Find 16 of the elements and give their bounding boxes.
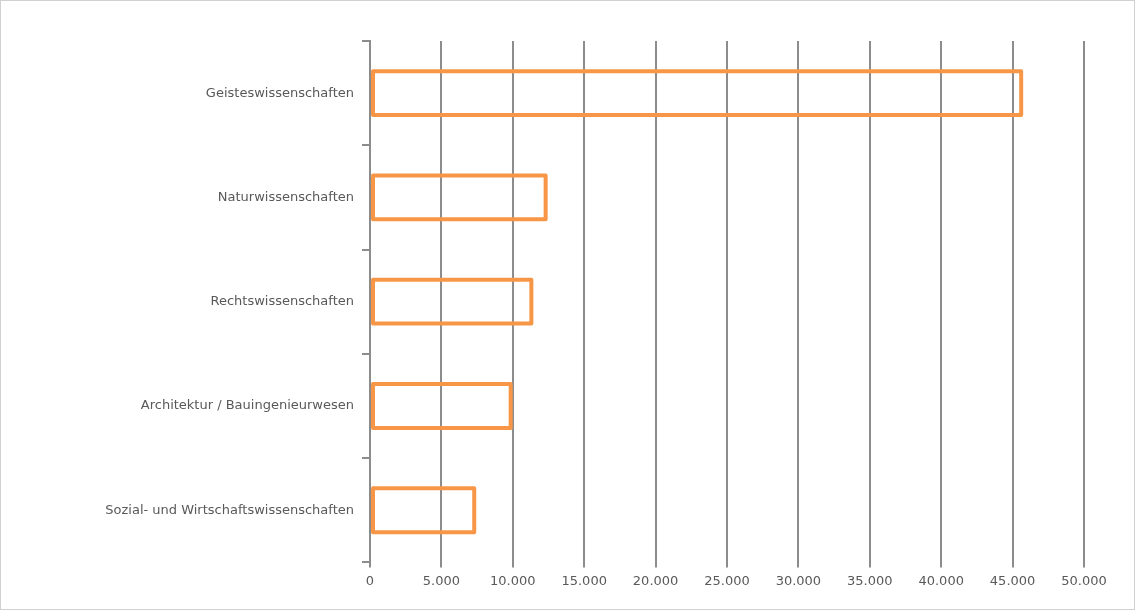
y-tick-label: Sozial- und Wirtschaftswissenschaften: [105, 501, 354, 517]
x-tick-label: 0: [365, 572, 375, 588]
x-tick-label: 50.000: [1061, 572, 1107, 588]
x-tick-label: 40.000: [918, 572, 964, 588]
x-tick-label: 45.000: [989, 572, 1036, 588]
x-tick-label: 35.000: [847, 572, 893, 588]
y-tick-label: Rechtswissenschaften: [210, 293, 354, 309]
x-tick-label: 10.000: [490, 572, 536, 588]
y-tick-label: Geisteswissenschaften: [205, 84, 354, 100]
y-tick-label: Naturwissenschaften: [217, 188, 354, 204]
x-tick-label: 20.000: [632, 572, 679, 588]
y-tick-label: Architektur / Bauingenieurwesen: [140, 397, 354, 413]
x-tick-label: 5.000: [422, 572, 461, 588]
x-tick-label: 25.000: [704, 572, 750, 588]
x-tick-label: 30.000: [775, 572, 822, 588]
x-tick-label: 15.000: [561, 572, 607, 588]
